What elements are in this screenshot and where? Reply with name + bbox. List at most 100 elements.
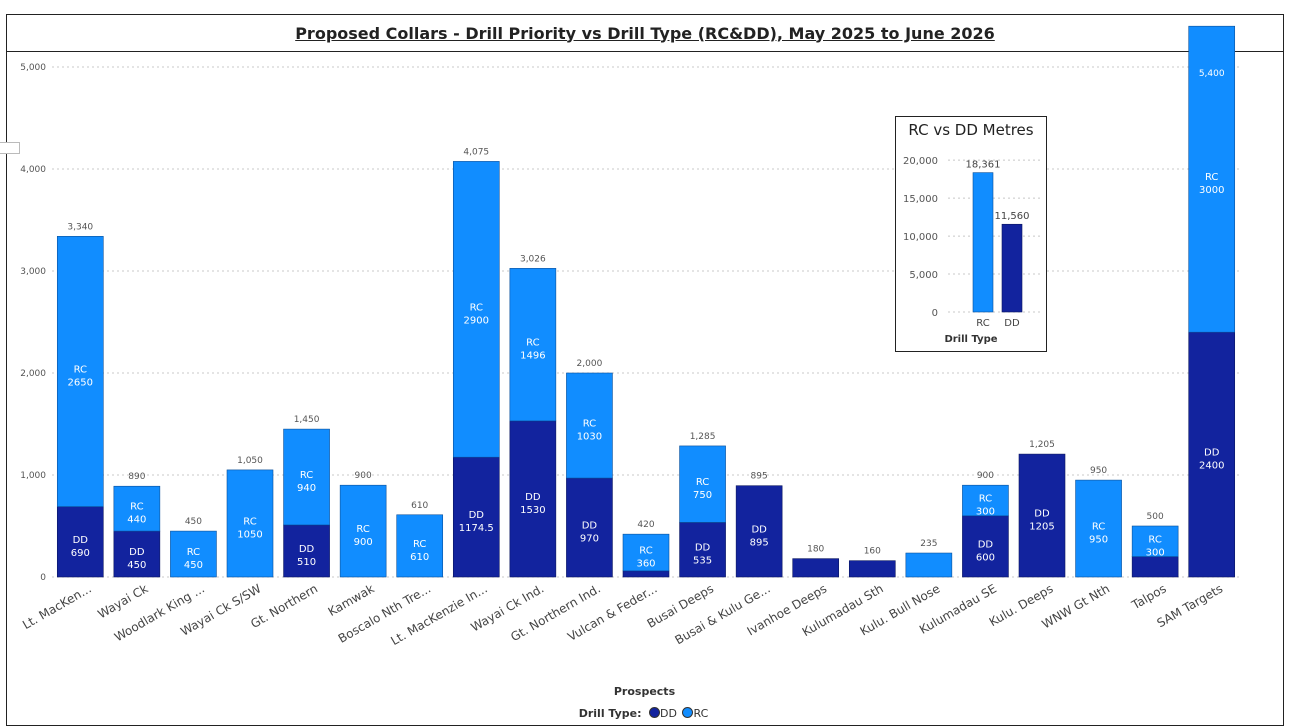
side-tab-handle[interactable] [0, 142, 20, 154]
chart-frame: Proposed Collars - Drill Priority vs Dri… [6, 14, 1284, 726]
bar-rc-label: RC 610 [410, 539, 429, 563]
bar-total-label: 180 [807, 545, 824, 555]
bar-group [1018, 453, 1066, 578]
bar-dd-label: DD 450 [127, 547, 146, 571]
bar-rc [226, 469, 274, 578]
bar-rc-label: RC 450 [184, 547, 203, 571]
bar-group [848, 560, 896, 578]
bar-total-label: 5,400 [1199, 69, 1225, 79]
bar-dd [679, 522, 726, 578]
bar-rc-label: RC 940 [297, 470, 316, 494]
bar-total-label: 950 [1090, 466, 1107, 476]
y-tick-label: 3,000 [20, 267, 46, 277]
bar-group [1131, 525, 1179, 578]
bar-group [452, 161, 500, 578]
bar-rc [283, 428, 330, 526]
bar-rc [1075, 479, 1122, 578]
bar-rc [509, 268, 557, 422]
bar-dd [622, 570, 670, 578]
bar-rc-label: RC 3000 [1199, 172, 1224, 196]
inset-y-tick-label: 20,000 [903, 156, 938, 167]
bar-total-label: 160 [864, 547, 881, 557]
bar-dd [113, 530, 161, 578]
inset-y-tick-label: 0 [932, 308, 938, 319]
inset-y-tick-label: 5,000 [909, 270, 938, 281]
inset-value-label: 18,361 [966, 160, 1001, 171]
bar-total-label: 3,026 [520, 254, 546, 264]
bar-group [283, 428, 330, 578]
bar-dd [848, 560, 896, 578]
x-axis-title: Prospects [613, 685, 676, 698]
bar-rc-label: RC 300 [976, 494, 995, 518]
x-tick-label: Lt. MacKenzie In... [388, 581, 489, 648]
bar-rc-label: RC 1050 [237, 516, 262, 540]
inset-chart-title: RC vs DD Metres [908, 121, 1034, 139]
inset-x-tick-label: RC [976, 318, 989, 329]
bar-rc-label: RC 360 [636, 546, 655, 570]
bar-group [566, 372, 613, 578]
bar-rc [1188, 25, 1236, 333]
bar-rc [679, 445, 726, 523]
legend-dd-swatch [649, 707, 661, 718]
x-tick-label: Boscalo Nth Tre... [336, 581, 433, 645]
bar-dd-label: DD 535 [693, 543, 712, 567]
bar-rc-label: RC 750 [693, 477, 712, 501]
bar-rc-label: RC 1496 [520, 338, 545, 362]
bar-dd-label: DD 970 [580, 521, 599, 545]
bar-group [56, 236, 104, 578]
inset-x-tick-label: DD [1004, 318, 1020, 329]
bar-dd [792, 558, 840, 578]
bar-rc-label: RC 2650 [68, 364, 93, 388]
bar-total-label: 900 [355, 471, 372, 481]
bar-dd [509, 420, 557, 578]
bar-dd [962, 515, 1009, 578]
bar-group [396, 514, 444, 578]
bar-total-label: 890 [128, 472, 145, 482]
bar-total-label: 895 [751, 472, 768, 482]
bar-group [113, 485, 161, 578]
bar-dd-label: DD 1174.5 [459, 510, 494, 534]
bar-rc [56, 236, 104, 507]
inset-y-tick-label: 10,000 [903, 232, 938, 243]
bar-group [905, 552, 953, 578]
bar-dd-label: DD 2400 [1199, 448, 1224, 472]
bar-rc-label: RC 2900 [464, 302, 489, 326]
bar-dd [1018, 453, 1066, 578]
bar-group [1075, 479, 1122, 578]
y-tick-label: 2,000 [20, 369, 46, 379]
legend-rc-swatch [682, 707, 694, 718]
y-tick-label: 1,000 [20, 471, 46, 481]
bar-dd [1131, 556, 1179, 578]
legend: Drill Type: DD RC [0, 707, 1289, 720]
title-bar: Proposed Collars - Drill Priority vs Dri… [7, 15, 1283, 52]
bar-rc [452, 161, 500, 458]
bar-rc-label: RC 300 [1146, 534, 1165, 558]
bar-total-label: 420 [637, 520, 654, 530]
bar-dd-label: DD 510 [297, 544, 316, 568]
bar-total-label: 4,075 [463, 147, 489, 157]
bar-dd [1188, 331, 1236, 578]
bar-group [735, 485, 783, 578]
inset-bar-chart: 0 5,000 10,000 15,000 20,000 18,361 RC 11,560 DD [903, 156, 1040, 329]
y-tick-label: 0 [40, 573, 46, 583]
bar-dd-label: DD 895 [750, 524, 769, 548]
bar-total-label: 900 [977, 471, 994, 481]
bar-group [679, 445, 726, 578]
bar-rc [339, 484, 387, 578]
bar-rc-label: RC 950 [1089, 522, 1108, 546]
bar-total-label: 1,050 [237, 456, 263, 466]
legend-rc-label: RC [693, 707, 709, 720]
bar-total-label: 610 [411, 501, 428, 511]
bar-group [792, 558, 840, 578]
bar-rc-label: RC 900 [354, 524, 373, 548]
bar-group [170, 530, 217, 578]
bar-rc [1131, 525, 1179, 557]
bar-total-label: 235 [920, 539, 937, 549]
bar-rc [170, 530, 217, 578]
bar-dd-label: DD 1530 [520, 492, 545, 516]
bar-total-label: 1,285 [690, 432, 716, 442]
bar-total-label: 1,205 [1029, 440, 1055, 450]
y-tick-label: 4,000 [20, 165, 46, 175]
x-tick-label: Lt. MacKen... [20, 581, 94, 632]
